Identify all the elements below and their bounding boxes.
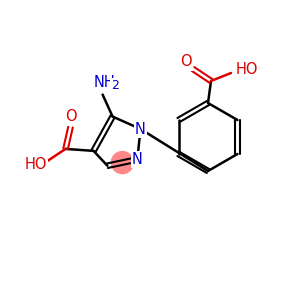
Text: O: O [65,110,76,124]
Text: HO: HO [24,158,47,172]
Text: NH: NH [94,77,116,92]
Circle shape [111,152,134,174]
Text: HO: HO [236,61,258,76]
Text: N: N [132,152,143,167]
Text: N: N [135,122,146,136]
Text: 2: 2 [111,79,119,92]
Text: O: O [180,55,192,70]
Text: NH: NH [94,75,116,90]
Text: 2: 2 [112,80,121,93]
